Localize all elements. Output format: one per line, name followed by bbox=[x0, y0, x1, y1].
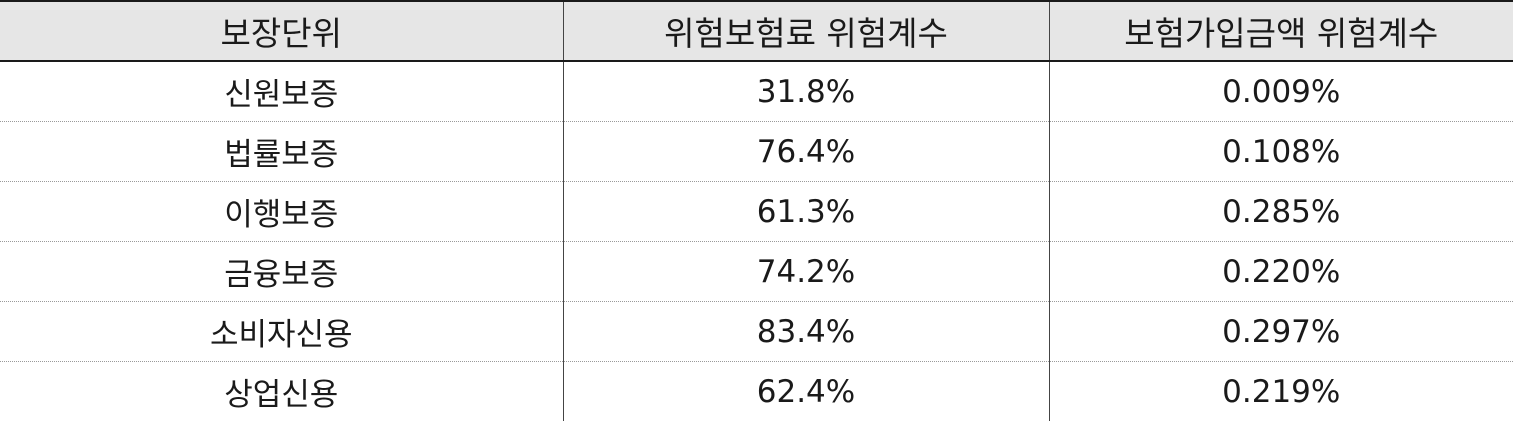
table-row: 신원보증 31.8% 0.009% bbox=[0, 61, 1513, 122]
header-coverage-unit: 보장단위 bbox=[0, 0, 563, 62]
table-row: 이행보증 61.3% 0.285% bbox=[0, 181, 1513, 242]
coverage-unit-cell: 이행보증 bbox=[0, 181, 563, 242]
risk-premium-cell: 31.8% bbox=[562, 61, 1049, 122]
coverage-unit-cell: 상업신용 bbox=[224, 377, 339, 413]
header-row: 보장단위 위험보험료 위험계수 보험가입금액 위험계수 bbox=[0, 0, 1513, 62]
sum-insured-cell: 0.009% bbox=[1048, 61, 1513, 122]
coverage-unit-cell: 소비자신용 bbox=[0, 301, 563, 362]
sum-insured-cell: 0.297% bbox=[1048, 301, 1513, 362]
risk-premium-cell: 76.4% bbox=[562, 121, 1049, 182]
sum-insured-cell: 0.285% bbox=[1048, 181, 1513, 242]
table-row: 법률보증 76.4% 0.108% bbox=[0, 121, 1513, 182]
coverage-unit-cell: 신원보증 bbox=[0, 61, 563, 122]
table-row: 금융보증 74.2% 0.220% bbox=[0, 241, 1513, 302]
header-risk-premium-coefficient: 위험보험료 위험계수 bbox=[562, 0, 1049, 62]
table-body: 신원보증 31.8% 0.009% 법률보증 76.4% 0.108% 이행보증… bbox=[0, 61, 1513, 421]
risk-premium-cell: 62.4% bbox=[562, 361, 1049, 421]
risk-premium-cell: 74.2% bbox=[562, 241, 1049, 302]
table-row: 상업신용 62.4% 0.219% bbox=[0, 361, 1513, 421]
risk-premium-cell: 61.3% bbox=[562, 181, 1049, 242]
risk-premium-cell: 83.4% bbox=[562, 301, 1049, 362]
sum-insured-cell: 0.108% bbox=[1048, 121, 1513, 182]
coverage-unit-cell: 법률보증 bbox=[0, 121, 563, 182]
sum-insured-cell: 0.219% bbox=[1048, 361, 1513, 421]
table-header: 보장단위 위험보험료 위험계수 보험가입금액 위험계수 bbox=[0, 0, 1513, 62]
coverage-unit-cell: 금융보증 bbox=[0, 241, 563, 302]
table-row: 소비자신용 83.4% 0.297% bbox=[0, 301, 1513, 362]
sum-insured-cell: 0.220% bbox=[1048, 241, 1513, 302]
header-sum-insured-coefficient: 보험가입금액 위험계수 bbox=[1048, 0, 1513, 62]
